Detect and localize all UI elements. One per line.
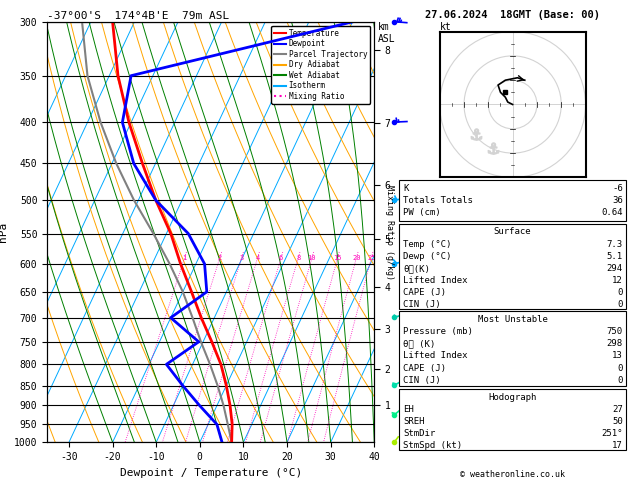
Text: 36: 36 [612,196,623,205]
Text: 3: 3 [240,255,243,261]
Text: 6: 6 [279,255,283,261]
Text: EH: EH [403,405,414,414]
Text: Lifted Index: Lifted Index [403,351,468,361]
Text: 298: 298 [606,339,623,348]
Text: 0: 0 [617,364,623,373]
Text: SREH: SREH [403,417,425,426]
Text: 5.1: 5.1 [606,252,623,261]
Text: 0: 0 [617,376,623,385]
Text: θᴎ (K): θᴎ (K) [403,339,435,348]
Text: 0: 0 [617,300,623,310]
Text: km: km [377,22,389,32]
Text: -6: -6 [612,184,623,193]
Legend: Temperature, Dewpoint, Parcel Trajectory, Dry Adiabat, Wet Adiabat, Isotherm, Mi: Temperature, Dewpoint, Parcel Trajectory… [271,26,370,104]
Text: 25: 25 [367,255,376,261]
Text: 8: 8 [296,255,300,261]
Text: CIN (J): CIN (J) [403,300,441,310]
Text: 7.3: 7.3 [606,240,623,249]
Text: 251°: 251° [601,429,623,438]
Text: 50: 50 [612,417,623,426]
Text: 0: 0 [617,288,623,297]
Text: StmDir: StmDir [403,429,435,438]
Text: CAPE (J): CAPE (J) [403,364,446,373]
Text: K: K [403,184,409,193]
Text: 4: 4 [255,255,260,261]
Text: 0.64: 0.64 [601,208,623,217]
X-axis label: Dewpoint / Temperature (°C): Dewpoint / Temperature (°C) [120,468,302,478]
Text: Pressure (mb): Pressure (mb) [403,327,473,336]
Y-axis label: hPa: hPa [0,222,8,242]
Text: ASL: ASL [377,34,395,44]
Text: 13: 13 [612,351,623,361]
Text: 27.06.2024  18GMT (Base: 00): 27.06.2024 18GMT (Base: 00) [425,10,600,20]
Text: Mixing Ratio (g/kg): Mixing Ratio (g/kg) [386,185,394,279]
Text: Totals Totals: Totals Totals [403,196,473,205]
Text: θᴎ(K): θᴎ(K) [403,264,430,273]
Text: 2: 2 [218,255,222,261]
Text: Most Unstable: Most Unstable [477,315,548,324]
Text: 10: 10 [308,255,316,261]
Text: PW (cm): PW (cm) [403,208,441,217]
Text: 750: 750 [606,327,623,336]
Text: 17: 17 [612,441,623,451]
Text: Hodograph: Hodograph [489,393,537,402]
Text: kt: kt [440,21,452,32]
Text: -37°00'S  174°4B'E  79m ASL: -37°00'S 174°4B'E 79m ASL [47,11,230,21]
Text: CIN (J): CIN (J) [403,376,441,385]
Text: 27: 27 [612,405,623,414]
Text: LCL: LCL [446,427,461,436]
Text: 294: 294 [606,264,623,273]
Text: Lifted Index: Lifted Index [403,276,468,285]
Text: StmSpd (kt): StmSpd (kt) [403,441,462,451]
Text: 1: 1 [182,255,187,261]
Text: © weatheronline.co.uk: © weatheronline.co.uk [460,469,565,479]
Text: Temp (°C): Temp (°C) [403,240,452,249]
Text: CAPE (J): CAPE (J) [403,288,446,297]
Text: Dewp (°C): Dewp (°C) [403,252,452,261]
Text: 12: 12 [612,276,623,285]
Text: 15: 15 [333,255,342,261]
Text: 20: 20 [352,255,360,261]
Text: Surface: Surface [494,227,532,237]
